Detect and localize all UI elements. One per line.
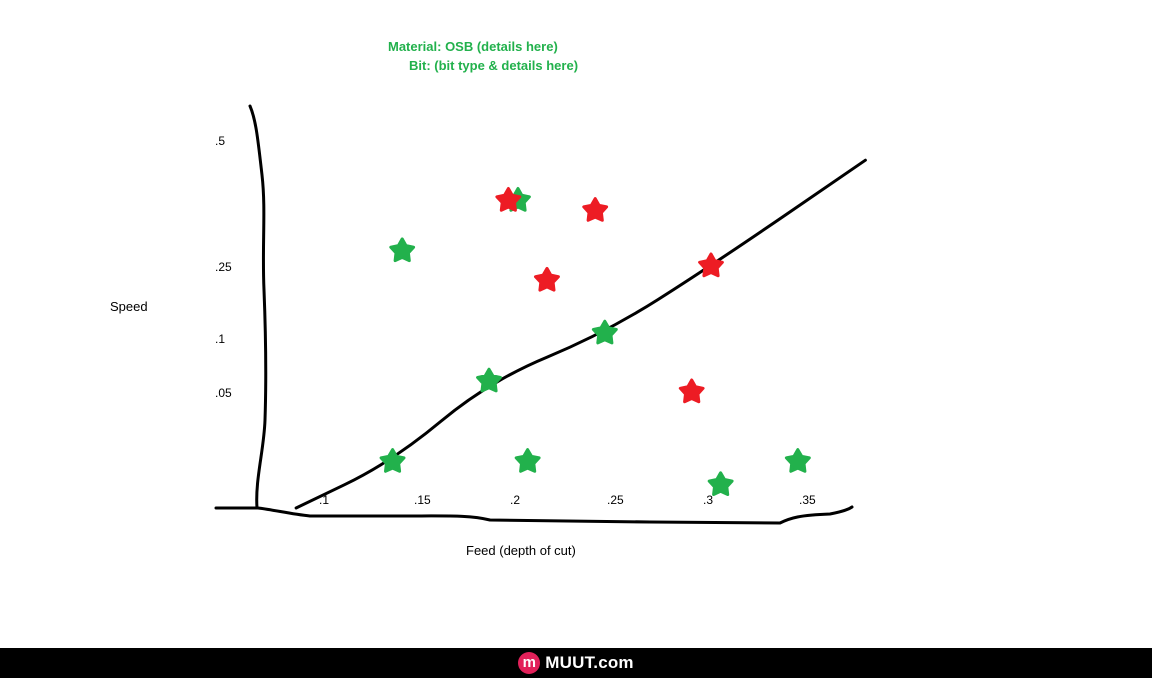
- star-marker-series-0-point-7: [784, 448, 811, 473]
- y-axis-line: [248, 104, 268, 510]
- star-marker-series-0-point-2: [476, 367, 502, 393]
- material-title: Material: OSB (details here): [388, 39, 558, 54]
- x-tick-label-0.2: .2: [510, 493, 520, 507]
- muut-logo-text: MUUT.com: [545, 653, 634, 672]
- x-tick-label-0.1: .1: [319, 493, 329, 507]
- star-marker-series-0-point-4: [514, 448, 541, 473]
- star-marker-series-0-point-1: [379, 448, 406, 473]
- y-tick-label-0.05: .05: [215, 386, 232, 400]
- star-marker-series-1-point-4: [678, 378, 705, 404]
- x-axis-title: Feed (depth of cut): [466, 543, 576, 558]
- y-axis-title: Speed: [110, 299, 148, 314]
- muut-logo-icon: m: [518, 652, 541, 674]
- y-tick-label-0.25: .25: [215, 260, 232, 274]
- footer-bar: m MUUT.com: [0, 648, 1152, 678]
- star-marker-series-0-point-5: [591, 319, 618, 345]
- trend-line: [294, 158, 867, 510]
- x-tick-label-0.3: .3: [703, 493, 713, 507]
- star-marker-series-1-point-1: [534, 266, 560, 292]
- muut-logo-link[interactable]: m MUUT.com: [518, 652, 634, 674]
- star-marker-series-0-point-0: [389, 237, 416, 263]
- star-marker-series-1-point-3: [698, 252, 724, 278]
- star-marker-series-0-point-6: [707, 471, 734, 496]
- y-tick-label-0.5: .5: [215, 134, 225, 148]
- y-tick-label-0.1: .1: [215, 332, 225, 346]
- x-tick-label-0.35: .35: [799, 493, 816, 507]
- x-tick-label-0.15: .15: [414, 493, 431, 507]
- bit-title: Bit: (bit type & details here): [409, 58, 578, 73]
- data-markers: [379, 187, 811, 496]
- x-axis-line: [214, 505, 854, 525]
- star-marker-series-1-point-0: [495, 187, 522, 212]
- star-marker-series-1-point-2: [582, 197, 609, 222]
- x-tick-label-0.25: .25: [607, 493, 624, 507]
